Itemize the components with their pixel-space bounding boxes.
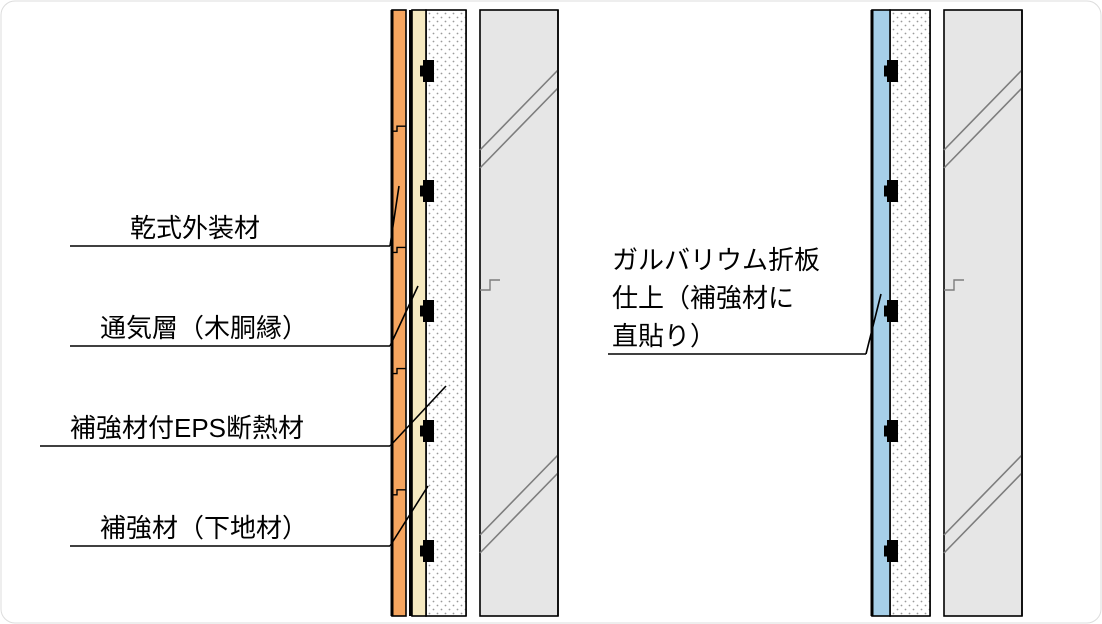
label-text-r1-line0: ガルバリウム折板 [612, 245, 820, 275]
label-text-r1-line1: 仕上（補強材に [612, 283, 794, 313]
label-l1: 乾式外装材 [70, 186, 399, 246]
label-l3: 補強材付EPS断熱材 [40, 386, 446, 446]
label-text-l4: 補強材（下地材） [100, 513, 308, 543]
label-text-l1: 乾式外装材 [130, 213, 260, 243]
label-text-l2: 通気層（木胴縁） [100, 313, 308, 343]
label-text-l3: 補強材付EPS断熱材 [70, 413, 304, 443]
label-l2: 通気層（木胴縁） [70, 286, 418, 346]
label-text-r1-line2: 直貼り） [612, 321, 716, 351]
label-r1: ガルバリウム折板仕上（補強材に直貼り） [608, 245, 881, 354]
label-l4: 補強材（下地材） [70, 486, 428, 546]
